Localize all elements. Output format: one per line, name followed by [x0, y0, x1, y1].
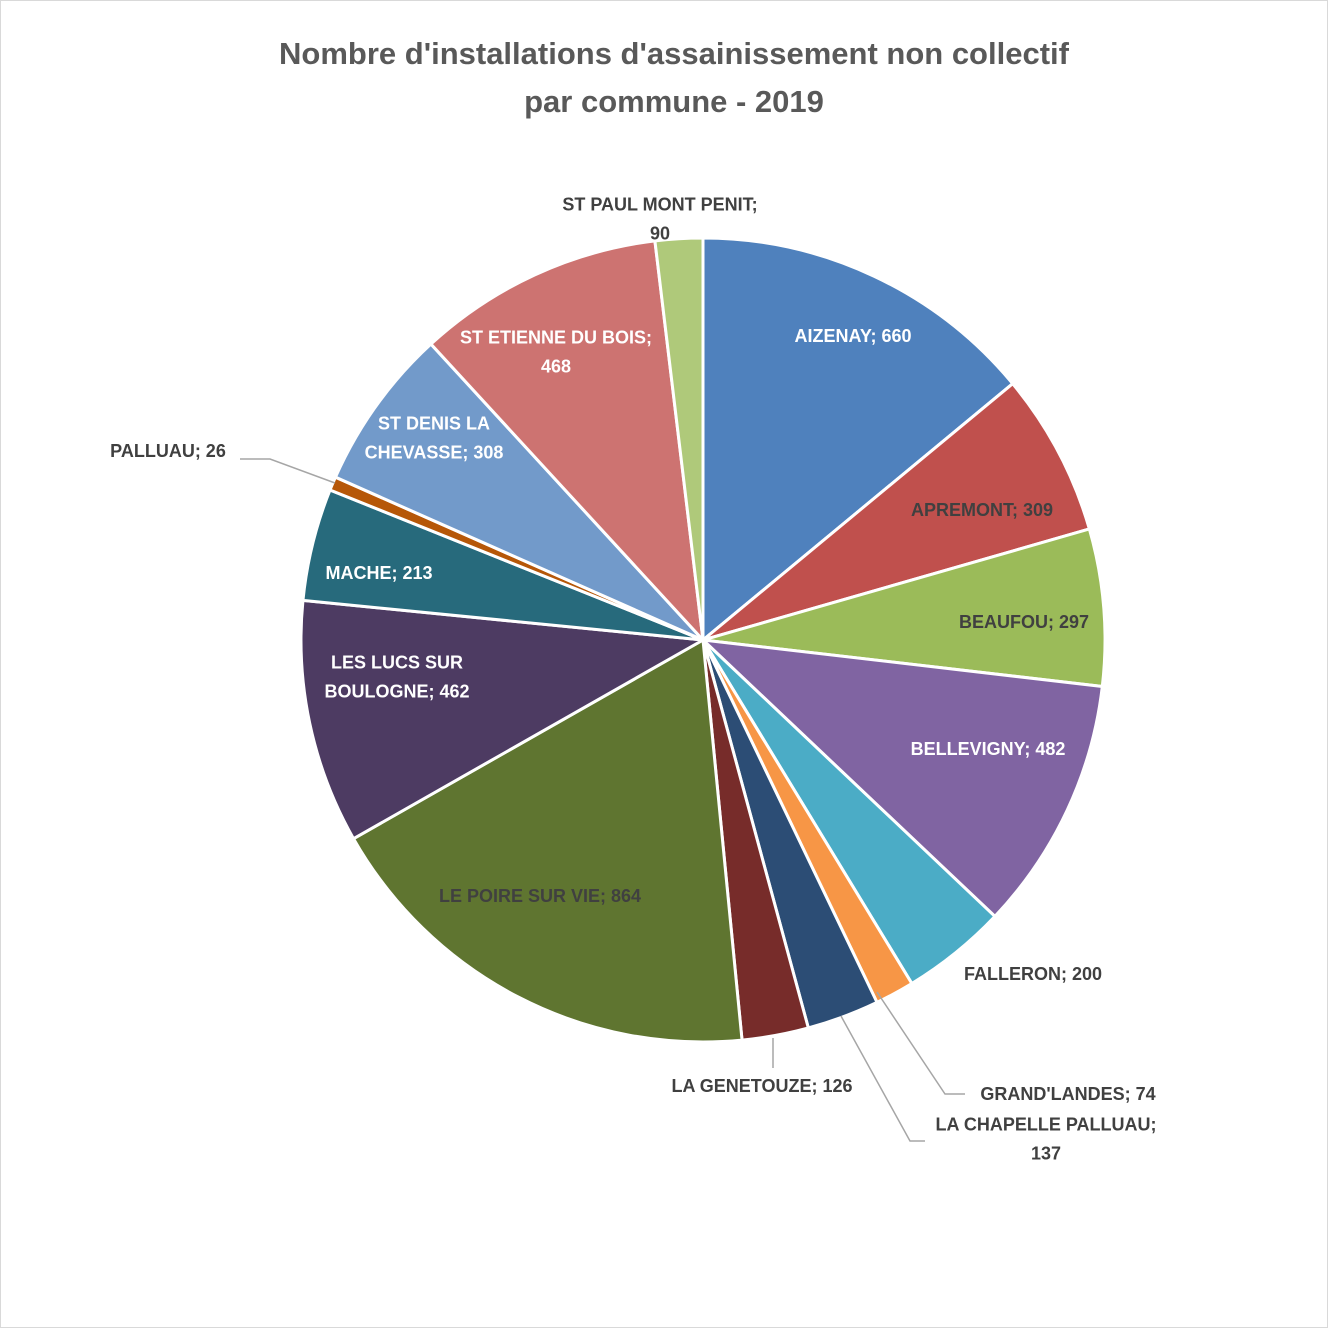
data-label: LES LUCS SUR BOULOGNE; 462: [324, 653, 469, 702]
data-label: LA CHAPELLE PALLUAU; 137: [936, 1115, 1157, 1164]
chart-title: Nombre d'installations d'assainissement …: [0, 30, 1328, 126]
pie-slice-les-lucs-sur-boulogne: [299, 598, 708, 841]
data-label: BEAUFOU; 297: [959, 612, 1089, 632]
data-label: PALLUAU; 26: [110, 441, 226, 461]
pie-slice-st-paul-mont-penit: [653, 236, 705, 641]
data-label: GRAND'LANDES; 74: [980, 1084, 1155, 1104]
chart-title-line-2: par commune - 2019: [524, 84, 824, 119]
data-label: MACHE; 213: [325, 563, 432, 583]
pie-slice-aizenay: [701, 236, 1015, 644]
pie-slice-bellevigny: [698, 637, 1104, 919]
data-label: APREMONT; 309: [911, 500, 1053, 520]
data-label: ST ETIENNE DU BOIS; 468: [460, 328, 652, 377]
data-label: ST DENIS LA CHEVASSE; 308: [365, 414, 504, 463]
pie-slice-st-denis-la-chevasse: [333, 341, 705, 642]
pie-slice-apremont: [702, 381, 1092, 642]
data-label: ST PAUL MONT PENIT; 90: [562, 195, 757, 244]
pie-slice-beaufou: [702, 527, 1107, 689]
data-label: FALLERON; 200: [964, 964, 1102, 984]
data-label: LE POIRE SUR VIE; 864: [439, 886, 641, 906]
data-label: AIZENAY; 660: [794, 326, 911, 346]
leader-line: [876, 991, 965, 1095]
data-label: LA GENETOUZE; 126: [671, 1076, 852, 1096]
leader-line: [240, 458, 336, 484]
data-label: BELLEVIGNY; 482: [911, 739, 1066, 759]
pie-slice-le-poire-sur-vie: [351, 637, 744, 1044]
leader-line: [840, 1015, 925, 1142]
pie-slice-st-etienne-du-bois: [428, 239, 706, 645]
chart-title-line-1: Nombre d'installations d'assainissement …: [279, 36, 1069, 71]
